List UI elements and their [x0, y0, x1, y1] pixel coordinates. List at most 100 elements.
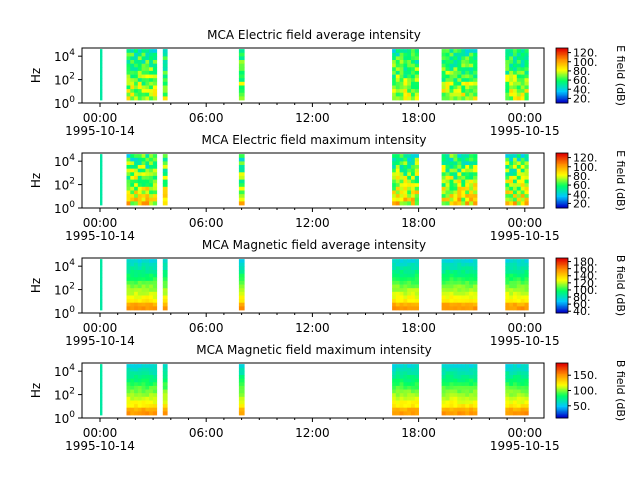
spectrogram-cell	[453, 85, 458, 90]
spectrogram-cell	[407, 270, 412, 274]
colorbar-tick-label: 100.	[573, 385, 598, 398]
spectrogram-cell	[130, 284, 135, 289]
spectrogram-cell	[399, 378, 404, 383]
spectrogram-cell	[145, 201, 150, 206]
spectrogram-cell	[149, 299, 154, 304]
spectrogram-cell	[469, 306, 474, 311]
spectrogram-cell	[445, 284, 450, 289]
spectrogram-cell	[505, 67, 510, 72]
spectrogram-cell	[453, 96, 458, 101]
spectrogram-cell	[445, 67, 450, 72]
spectrogram-cell	[453, 70, 458, 75]
spectrogram-cell	[453, 49, 458, 54]
spectrogram-cell	[238, 194, 245, 199]
spectrogram-cell	[152, 172, 158, 177]
spectrogram-cell	[524, 306, 529, 311]
spectrogram-cell	[411, 186, 416, 191]
y-tick-label: 102	[54, 177, 75, 193]
spectrogram-cell	[513, 306, 518, 311]
spectrogram-cell	[141, 56, 146, 61]
spectrogram-cell	[461, 63, 466, 68]
date-label: 1995-10-14	[65, 334, 135, 348]
spectrogram-cell	[509, 78, 514, 83]
spectrogram-cell	[411, 172, 416, 177]
spectrogram-cell	[407, 288, 412, 293]
spectrogram-cell	[516, 175, 521, 180]
spectrogram-cell	[516, 262, 521, 267]
x-tick-label: 06:00	[189, 426, 224, 440]
spectrogram-cell	[145, 165, 150, 169]
spectrogram-cell	[473, 306, 478, 311]
spectrogram-cell	[137, 273, 142, 278]
spectrogram-cell	[414, 70, 419, 75]
spectrogram-cell	[126, 165, 131, 169]
spectrogram-cell	[126, 411, 131, 416]
spectrogram-cell	[441, 183, 446, 188]
spectrogram-cell	[453, 277, 458, 282]
spectrogram-cell	[145, 295, 150, 300]
spectrogram-cell	[457, 168, 462, 173]
spectrogram-cell	[134, 190, 139, 195]
spectrogram-cell	[152, 262, 158, 267]
spectrogram-cell	[473, 78, 478, 83]
spectrogram-cell	[149, 396, 154, 401]
spectrogram-cell	[152, 385, 158, 390]
spectrogram-cell	[513, 194, 518, 199]
spectrogram-cell	[238, 404, 245, 409]
spectrogram-cell	[516, 385, 521, 390]
spectrogram-cell	[126, 266, 131, 271]
spectrogram-cell	[414, 295, 419, 300]
spectrogram-cell	[100, 96, 103, 101]
spectrogram-cell	[441, 393, 446, 398]
spectrogram-cell	[414, 259, 419, 264]
spectrogram-cell	[469, 190, 474, 195]
spectrogram-cell	[461, 400, 466, 405]
spectrogram-cell	[441, 273, 446, 278]
spectrogram-cell	[162, 197, 168, 202]
spectrogram-cell	[453, 201, 458, 206]
spectrogram-cell	[473, 197, 478, 202]
date-label: 1995-10-15	[490, 334, 560, 348]
colorbar-band	[556, 154, 568, 157]
spectrogram-cell	[145, 378, 150, 383]
spectrogram-cell	[469, 371, 474, 376]
spectrogram-cell	[453, 78, 458, 83]
spectrogram-cell	[445, 168, 450, 173]
spectrogram-cell	[411, 284, 416, 289]
spectrogram-cell	[461, 179, 466, 184]
spectrogram-cell	[403, 280, 408, 285]
spectrogram-cell	[134, 52, 139, 57]
spectrogram-cell	[137, 201, 142, 206]
spectrogram-cell	[141, 74, 146, 79]
spectrogram-cell	[516, 375, 521, 379]
spectrogram-cell	[162, 81, 168, 86]
spectrogram-cell	[449, 92, 454, 97]
spectrogram-cell	[100, 194, 103, 199]
spectrogram-cell	[403, 186, 408, 191]
spectrogram-cell	[453, 375, 458, 379]
colorbar-band	[556, 194, 568, 197]
spectrogram-cell	[134, 63, 139, 68]
spectrogram-cell	[469, 411, 474, 416]
spectrogram-cell	[520, 157, 525, 162]
spectrogram-cell	[407, 85, 412, 90]
spectrogram-cell	[130, 154, 135, 159]
spectrogram-cell	[414, 371, 419, 376]
spectrogram-cell	[516, 259, 521, 264]
spectrogram-cell	[516, 186, 521, 191]
spectrogram-cell	[145, 74, 150, 79]
spectrogram-cell	[465, 96, 470, 101]
spectrogram-cell	[414, 385, 419, 390]
spectrogram-cell	[516, 161, 521, 166]
plot-frame	[81, 362, 545, 419]
colorbar-band	[556, 72, 568, 75]
spectrogram-cell	[513, 89, 518, 94]
spectrogram-cell	[134, 60, 139, 64]
colorbar-band	[556, 404, 568, 407]
spectrogram-cell	[513, 172, 518, 177]
spectrogram-cell	[149, 411, 154, 416]
spectrogram-cell	[461, 78, 466, 83]
spectrogram-cell	[453, 411, 458, 416]
spectrogram-cell	[453, 60, 458, 64]
panel-title: MCA Magnetic field average intensity	[202, 238, 426, 252]
